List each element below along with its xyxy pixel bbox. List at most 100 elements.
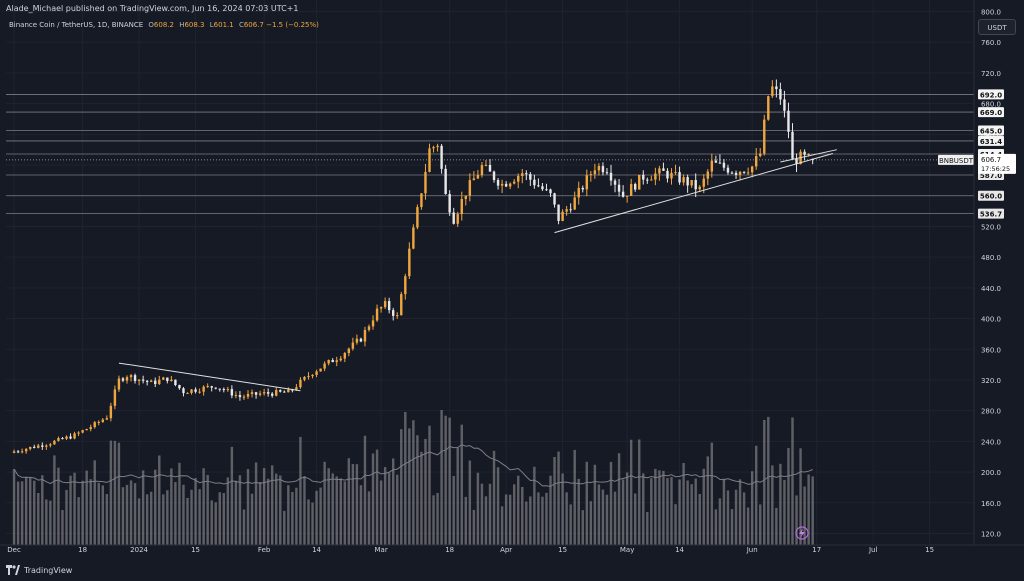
brand-footer[interactable]: TradingView [6, 563, 72, 577]
candle-body [37, 445, 40, 448]
volume-bar [319, 487, 322, 545]
volume-bar [710, 442, 714, 545]
volume-bar [331, 473, 334, 545]
candle-body [436, 145, 439, 148]
currency-button[interactable]: USDT [978, 19, 1016, 35]
candle-body [266, 392, 270, 394]
volume-bar [686, 480, 689, 545]
candle-body [279, 390, 282, 392]
candle-body [521, 173, 524, 176]
volume-bar [28, 477, 32, 545]
candle-body [49, 444, 52, 446]
candle-body [375, 308, 379, 321]
volume-bar [561, 473, 564, 545]
volume-bar [500, 506, 504, 545]
x-tick-label: Mar [374, 546, 387, 554]
candle-body [61, 438, 64, 440]
volume-bar [327, 468, 330, 545]
candle-body [275, 390, 278, 396]
high-label: H [179, 21, 185, 29]
y-tick-label: 440.0 [981, 285, 1001, 293]
candle-body [113, 389, 117, 406]
candle-body [230, 389, 234, 396]
x-tick-label: 18 [78, 546, 87, 554]
candle-body [517, 175, 520, 182]
y-tick-label: 320.0 [981, 377, 1001, 385]
volume-bar [12, 469, 16, 545]
level-label: 669.0 [980, 109, 1002, 117]
candle-body [496, 180, 500, 186]
volume-bar [625, 472, 629, 545]
volume-bar [642, 473, 645, 545]
volume-bar [270, 465, 274, 545]
candle-body [125, 377, 129, 381]
candle-body [218, 388, 221, 390]
candle-body [145, 380, 149, 382]
trendline [554, 153, 833, 234]
volume-bar [504, 494, 508, 545]
candle-body [767, 96, 770, 120]
candle-body [791, 131, 794, 159]
volume-bar [545, 492, 548, 545]
y-tick-label: 720.0 [981, 70, 1001, 78]
candle-body [315, 371, 318, 375]
y-tick-label: 120.0 [981, 530, 1001, 538]
candle-body [182, 388, 185, 394]
volume-bar [771, 465, 774, 545]
candle-body [642, 174, 645, 180]
volume-bar [37, 493, 40, 545]
volume-bar [617, 453, 621, 545]
candle-body [662, 168, 665, 171]
volume-bar [53, 455, 56, 545]
volume-bar [682, 462, 685, 545]
y-tick-label: 760.0 [981, 39, 1001, 47]
volume-bar [468, 460, 472, 545]
symbol-legend: Binance Coin / TetherUS, 1D, BINANCE O60… [9, 21, 319, 33]
tradingview-logo-icon [6, 565, 20, 575]
volume-bar [593, 464, 597, 545]
candle-body [307, 376, 310, 378]
candle-body [605, 172, 609, 174]
candle-body [504, 183, 508, 187]
volume-bar [41, 475, 44, 545]
volume-bar [73, 472, 76, 545]
level-label: 560.0 [980, 193, 1002, 201]
volume-bar [448, 417, 451, 545]
candle-body [254, 392, 258, 395]
volume-bar [621, 479, 625, 545]
volume-bar [214, 502, 217, 545]
volume-bar [145, 494, 149, 545]
candle-body [178, 384, 181, 389]
y-tick-label: 200.0 [981, 469, 1001, 477]
level-label: 631.4 [980, 138, 1002, 146]
volume-bar [174, 482, 177, 545]
candle-body [81, 430, 84, 433]
volume-bar [387, 472, 391, 545]
volume-bar [698, 493, 701, 545]
candle-body [682, 177, 685, 183]
candle-body [456, 214, 459, 224]
candle-body [238, 395, 242, 398]
volume-bar [650, 478, 653, 545]
volume-bar [472, 509, 476, 545]
volume-bar [347, 458, 351, 545]
x-tick-label: 18 [445, 546, 454, 554]
candle-body [621, 191, 625, 197]
volume-bar [400, 429, 403, 545]
candle-body [525, 173, 528, 175]
candle-body [89, 427, 92, 430]
candle-body [41, 445, 44, 447]
candle-body [746, 172, 750, 174]
volume-bar [807, 474, 810, 545]
volume-bar [666, 478, 669, 545]
volume-bar [202, 468, 205, 545]
volume-bar [678, 479, 681, 545]
candle-body [287, 389, 290, 393]
volume-bar [581, 510, 584, 545]
candle-body [533, 179, 536, 186]
candle-body [149, 380, 153, 382]
candle-body [714, 160, 718, 163]
candle-body [484, 164, 488, 166]
volume-bar [404, 412, 407, 545]
